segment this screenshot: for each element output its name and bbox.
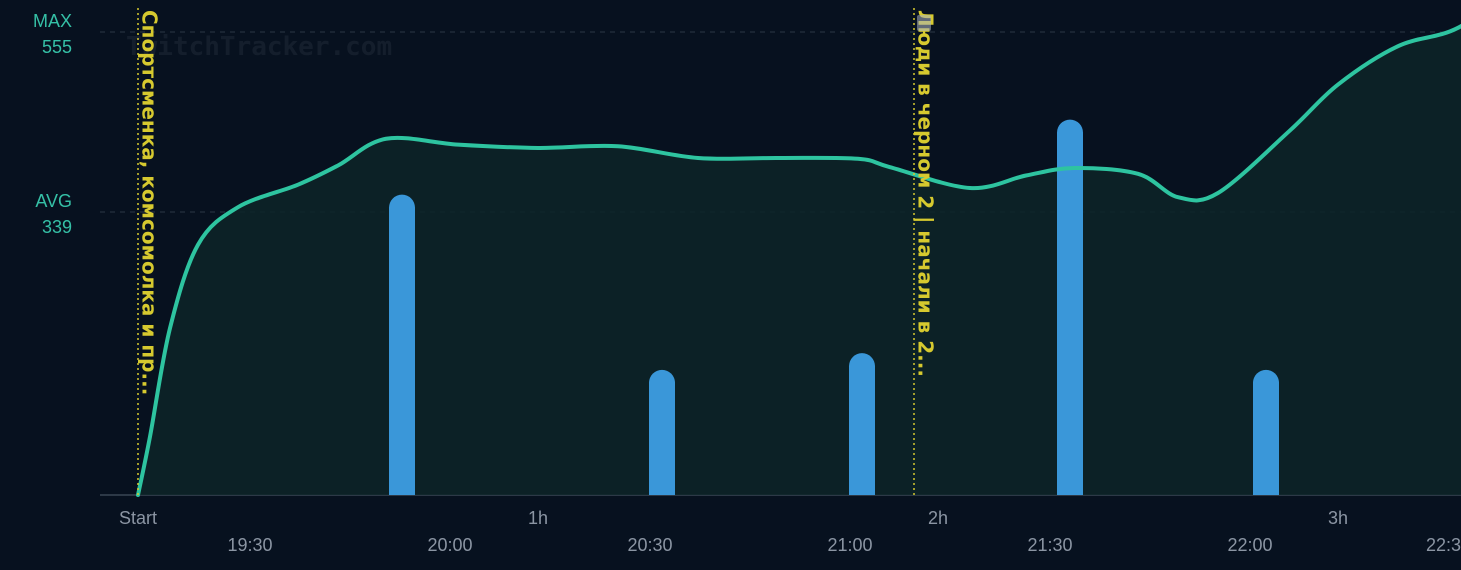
game-marker-label: Спортсменка, комсомолка и пр... [138, 10, 162, 395]
clock-tick-label: 22:00 [1227, 535, 1272, 555]
activity-bar-base [649, 481, 675, 495]
activity-bar-base [1057, 481, 1083, 495]
line-layer [136, 23, 1461, 497]
x-axis-ticks: Start 1h 2h 3h 19:30 20:00 20:30 21:00 21:30 22:0… [119, 508, 1461, 555]
area-layer [138, 26, 1461, 495]
clock-tick-label: 21:00 [827, 535, 872, 555]
bar-layer [389, 119, 1279, 496]
activity-bar-base [849, 481, 875, 495]
activity-bar [1253, 369, 1279, 495]
stat-labels: MAX 555 AVG 339 [33, 11, 72, 237]
max-value: 555 [42, 37, 72, 57]
activity-bar-base [1253, 481, 1279, 495]
activity-bar [849, 353, 875, 495]
activity-bar [389, 194, 415, 496]
game-icon [917, 15, 931, 31]
elapsed-tick-label: 1h [528, 508, 548, 528]
watermark: TwitchTracker.com [126, 32, 392, 62]
elapsed-tick-label: 2h [928, 508, 948, 528]
clock-tick-label: 21:30 [1027, 535, 1072, 555]
clock-tick-label: 22:3 [1426, 535, 1461, 555]
activity-bar [1057, 119, 1083, 495]
avg-label: AVG [35, 191, 72, 211]
clock-tick-label: 20:30 [627, 535, 672, 555]
activity-bar-base [389, 481, 415, 495]
viewers-area [138, 26, 1461, 495]
clock-tick-label: 19:30 [227, 535, 272, 555]
game-marker-label: Люди в черном 2 | начали в 2... [914, 10, 938, 377]
activity-bar [649, 369, 675, 495]
max-label: MAX [33, 11, 72, 31]
avg-value: 339 [42, 217, 72, 237]
clock-tick-label: 20:00 [427, 535, 472, 555]
elapsed-tick-label: Start [119, 508, 157, 528]
elapsed-tick-label: 3h [1328, 508, 1348, 528]
viewers-line [136, 23, 1461, 497]
game-marker-layer: Спортсменка, комсомолка и пр... Люди в че… [137, 8, 938, 495]
